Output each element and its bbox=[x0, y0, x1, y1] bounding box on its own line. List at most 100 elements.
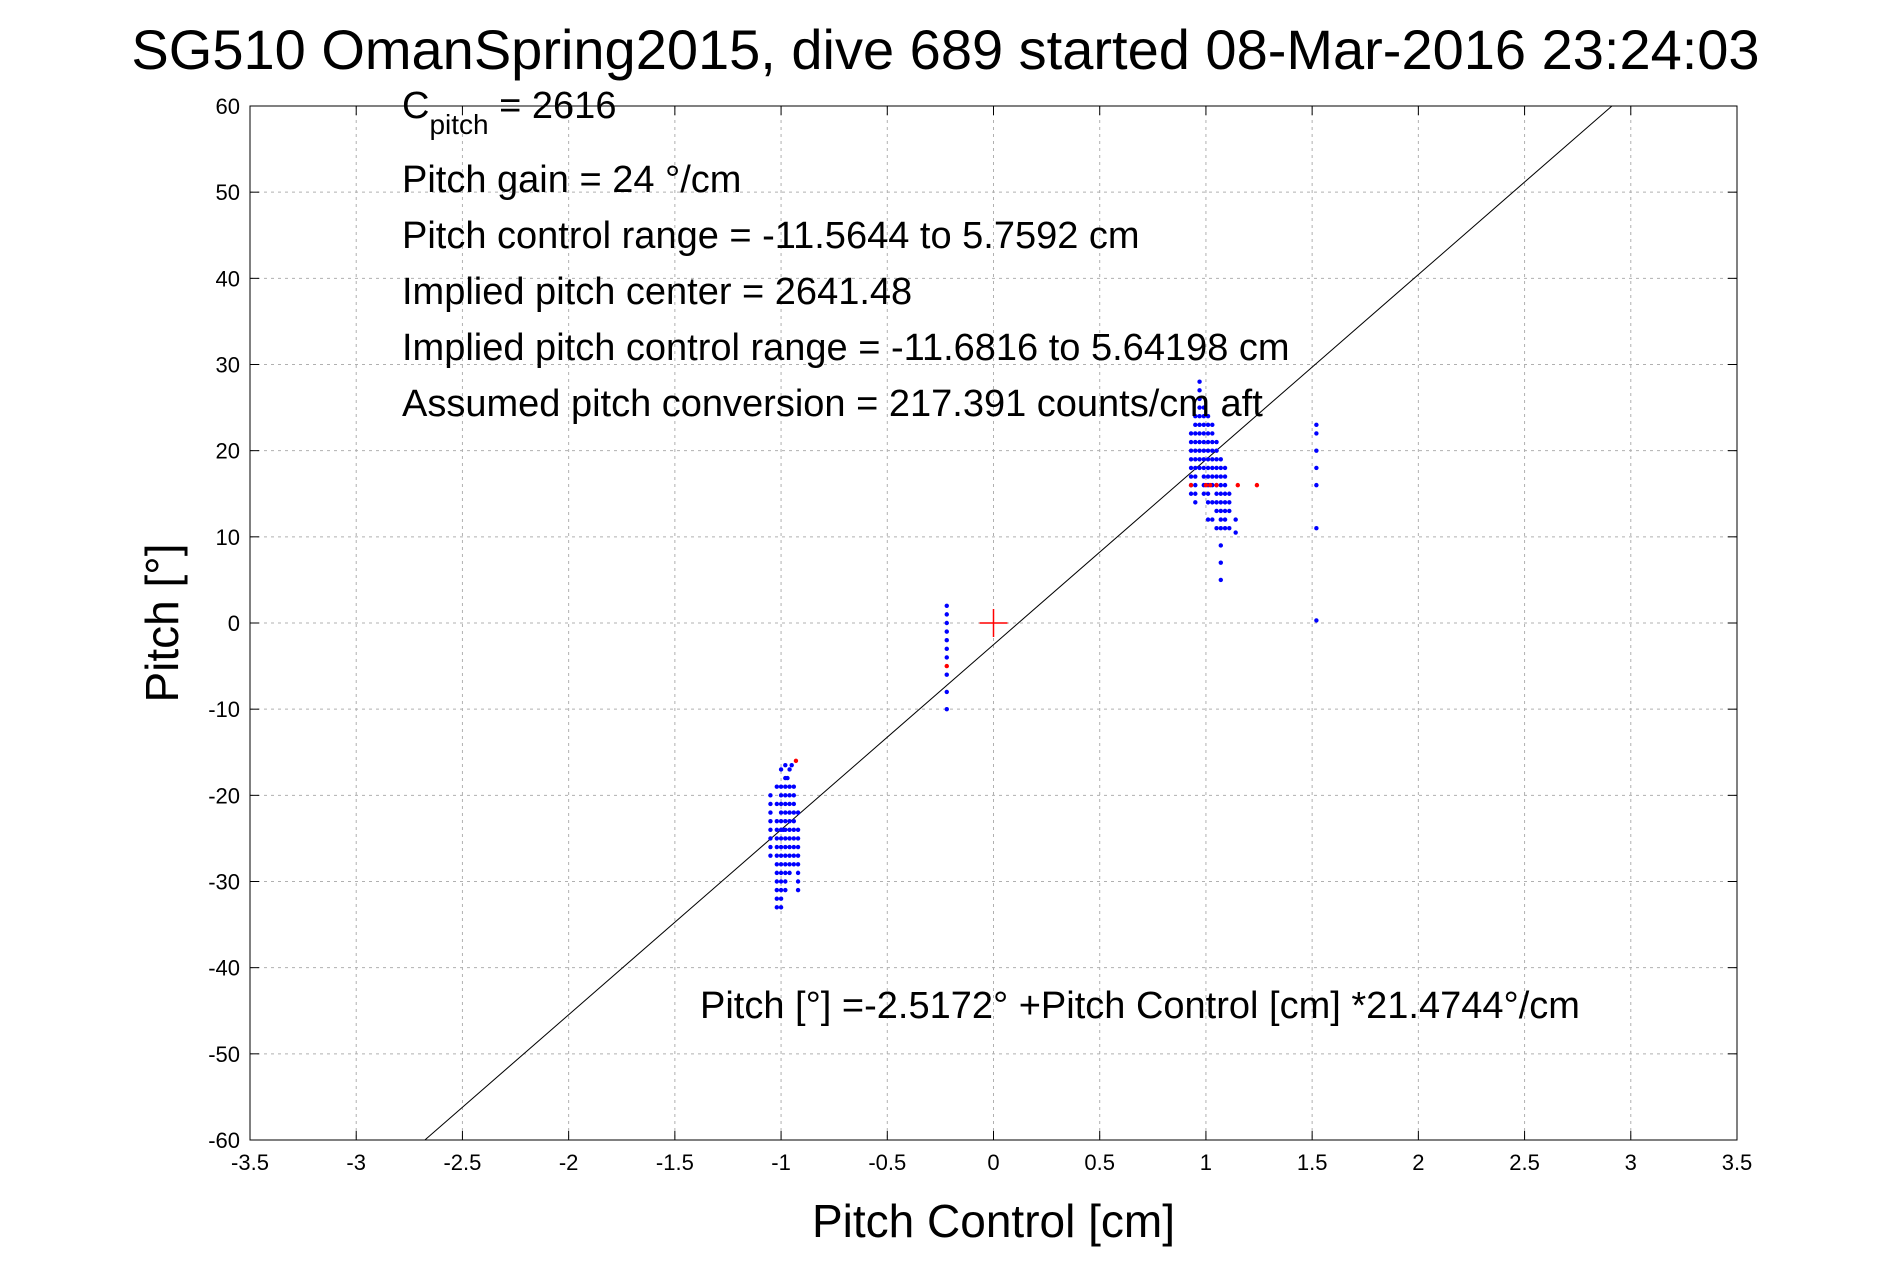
data-point-blue bbox=[1218, 491, 1223, 496]
data-point-blue bbox=[944, 629, 949, 634]
data-point-blue bbox=[787, 810, 792, 815]
data-points bbox=[768, 379, 1319, 910]
data-point-blue bbox=[795, 862, 801, 867]
y-tick-label: 10 bbox=[216, 525, 240, 550]
data-point-blue bbox=[1188, 457, 1194, 462]
data-point-blue bbox=[1314, 448, 1319, 453]
data-point-blue bbox=[1218, 543, 1223, 548]
data-point-blue bbox=[1205, 465, 1211, 471]
data-point-blue bbox=[778, 905, 784, 910]
data-point-blue bbox=[1227, 491, 1232, 496]
data-point-blue bbox=[1201, 474, 1207, 479]
data-point-blue bbox=[768, 818, 773, 824]
x-tick-label: -2.5 bbox=[443, 1150, 481, 1175]
data-point-blue bbox=[1214, 448, 1219, 453]
data-point-blue bbox=[1218, 577, 1223, 583]
data-point-blue bbox=[778, 896, 784, 901]
y-tick-label: -60 bbox=[208, 1128, 240, 1153]
data-point-blue bbox=[944, 603, 949, 608]
data-point-blue bbox=[1188, 448, 1194, 453]
data-point-blue bbox=[1314, 422, 1319, 428]
data-point-blue bbox=[774, 896, 780, 901]
data-point-blue bbox=[787, 793, 792, 798]
data-point-blue bbox=[785, 775, 790, 781]
data-point-red bbox=[1235, 482, 1240, 488]
implied-pitch-control-range-annotation: Implied pitch control range = -11.6816 t… bbox=[402, 327, 1290, 369]
data-point-blue bbox=[787, 827, 792, 832]
x-tick-label: -3 bbox=[346, 1150, 366, 1175]
data-point-blue bbox=[1188, 465, 1194, 471]
data-point-blue bbox=[1214, 474, 1219, 479]
data-point-red bbox=[793, 758, 799, 764]
data-point-blue bbox=[774, 827, 780, 832]
data-point-blue bbox=[1197, 439, 1202, 445]
data-point-blue bbox=[1193, 482, 1198, 488]
y-tick-label: -30 bbox=[208, 870, 240, 895]
data-point-blue bbox=[1201, 457, 1207, 462]
data-point-blue bbox=[1197, 379, 1202, 384]
data-point-blue bbox=[1188, 491, 1194, 496]
data-point-blue bbox=[774, 870, 780, 876]
data-point-blue bbox=[1222, 491, 1228, 496]
data-point-blue bbox=[1233, 517, 1238, 522]
data-point-blue bbox=[1205, 448, 1211, 453]
data-point-blue bbox=[1193, 414, 1198, 419]
y-tick-label: -10 bbox=[208, 697, 240, 722]
data-point-blue bbox=[787, 853, 792, 858]
data-point-blue bbox=[1205, 439, 1211, 445]
data-point-blue bbox=[789, 762, 794, 768]
data-point-blue bbox=[1193, 474, 1198, 479]
data-point-blue bbox=[783, 762, 788, 768]
data-point-blue bbox=[1227, 500, 1232, 505]
data-point-blue bbox=[778, 870, 784, 876]
data-point-blue bbox=[791, 784, 797, 789]
data-point-blue bbox=[1218, 517, 1223, 522]
data-point-blue bbox=[783, 870, 788, 876]
data-point-blue bbox=[783, 879, 788, 884]
data-point-blue bbox=[778, 887, 784, 893]
data-point-blue bbox=[1214, 457, 1219, 462]
data-point-red bbox=[1203, 482, 1209, 488]
data-point-red bbox=[1214, 482, 1219, 488]
data-point-blue bbox=[1193, 431, 1198, 436]
data-point-blue bbox=[1210, 439, 1215, 445]
data-point-blue bbox=[1197, 414, 1202, 419]
plot-frame bbox=[249, 105, 1738, 1141]
data-point-blue bbox=[768, 844, 773, 850]
x-tick-label: 0 bbox=[987, 1150, 999, 1175]
x-tick-label: 3.5 bbox=[1722, 1150, 1753, 1175]
x-tick-label: 2.5 bbox=[1509, 1150, 1540, 1175]
data-point-blue bbox=[774, 844, 780, 850]
data-point-blue bbox=[783, 784, 788, 789]
data-point-blue bbox=[774, 879, 780, 884]
data-point-blue bbox=[778, 844, 784, 850]
data-point-blue bbox=[1197, 431, 1202, 436]
data-point-blue bbox=[1188, 474, 1194, 479]
data-point-red bbox=[944, 663, 949, 669]
data-point-blue bbox=[1201, 414, 1207, 419]
data-point-blue bbox=[1205, 500, 1211, 505]
y-tick-label: 0 bbox=[228, 611, 240, 636]
data-point-blue bbox=[1210, 500, 1215, 505]
data-point-blue bbox=[1314, 526, 1319, 531]
data-point-blue bbox=[780, 827, 786, 832]
fit-line bbox=[424, 105, 1613, 1141]
data-point-blue bbox=[795, 879, 801, 884]
data-point-blue bbox=[1201, 405, 1207, 410]
data-point-blue bbox=[1218, 482, 1223, 488]
data-point-blue bbox=[787, 784, 792, 789]
data-point-blue bbox=[944, 620, 949, 626]
data-point-blue bbox=[1201, 422, 1207, 428]
data-point-blue bbox=[1214, 439, 1219, 445]
data-point-blue bbox=[783, 793, 788, 798]
data-point-blue bbox=[778, 836, 784, 841]
data-point-blue bbox=[791, 793, 797, 798]
data-point-blue bbox=[1314, 618, 1319, 623]
data-point-blue bbox=[1193, 491, 1198, 496]
data-point-blue bbox=[768, 801, 773, 807]
data-point-blue bbox=[1197, 396, 1202, 402]
data-point-blue bbox=[1222, 500, 1228, 505]
data-point-blue bbox=[774, 887, 780, 893]
y-tick-label: 60 bbox=[216, 94, 240, 119]
data-point-blue bbox=[768, 827, 773, 832]
